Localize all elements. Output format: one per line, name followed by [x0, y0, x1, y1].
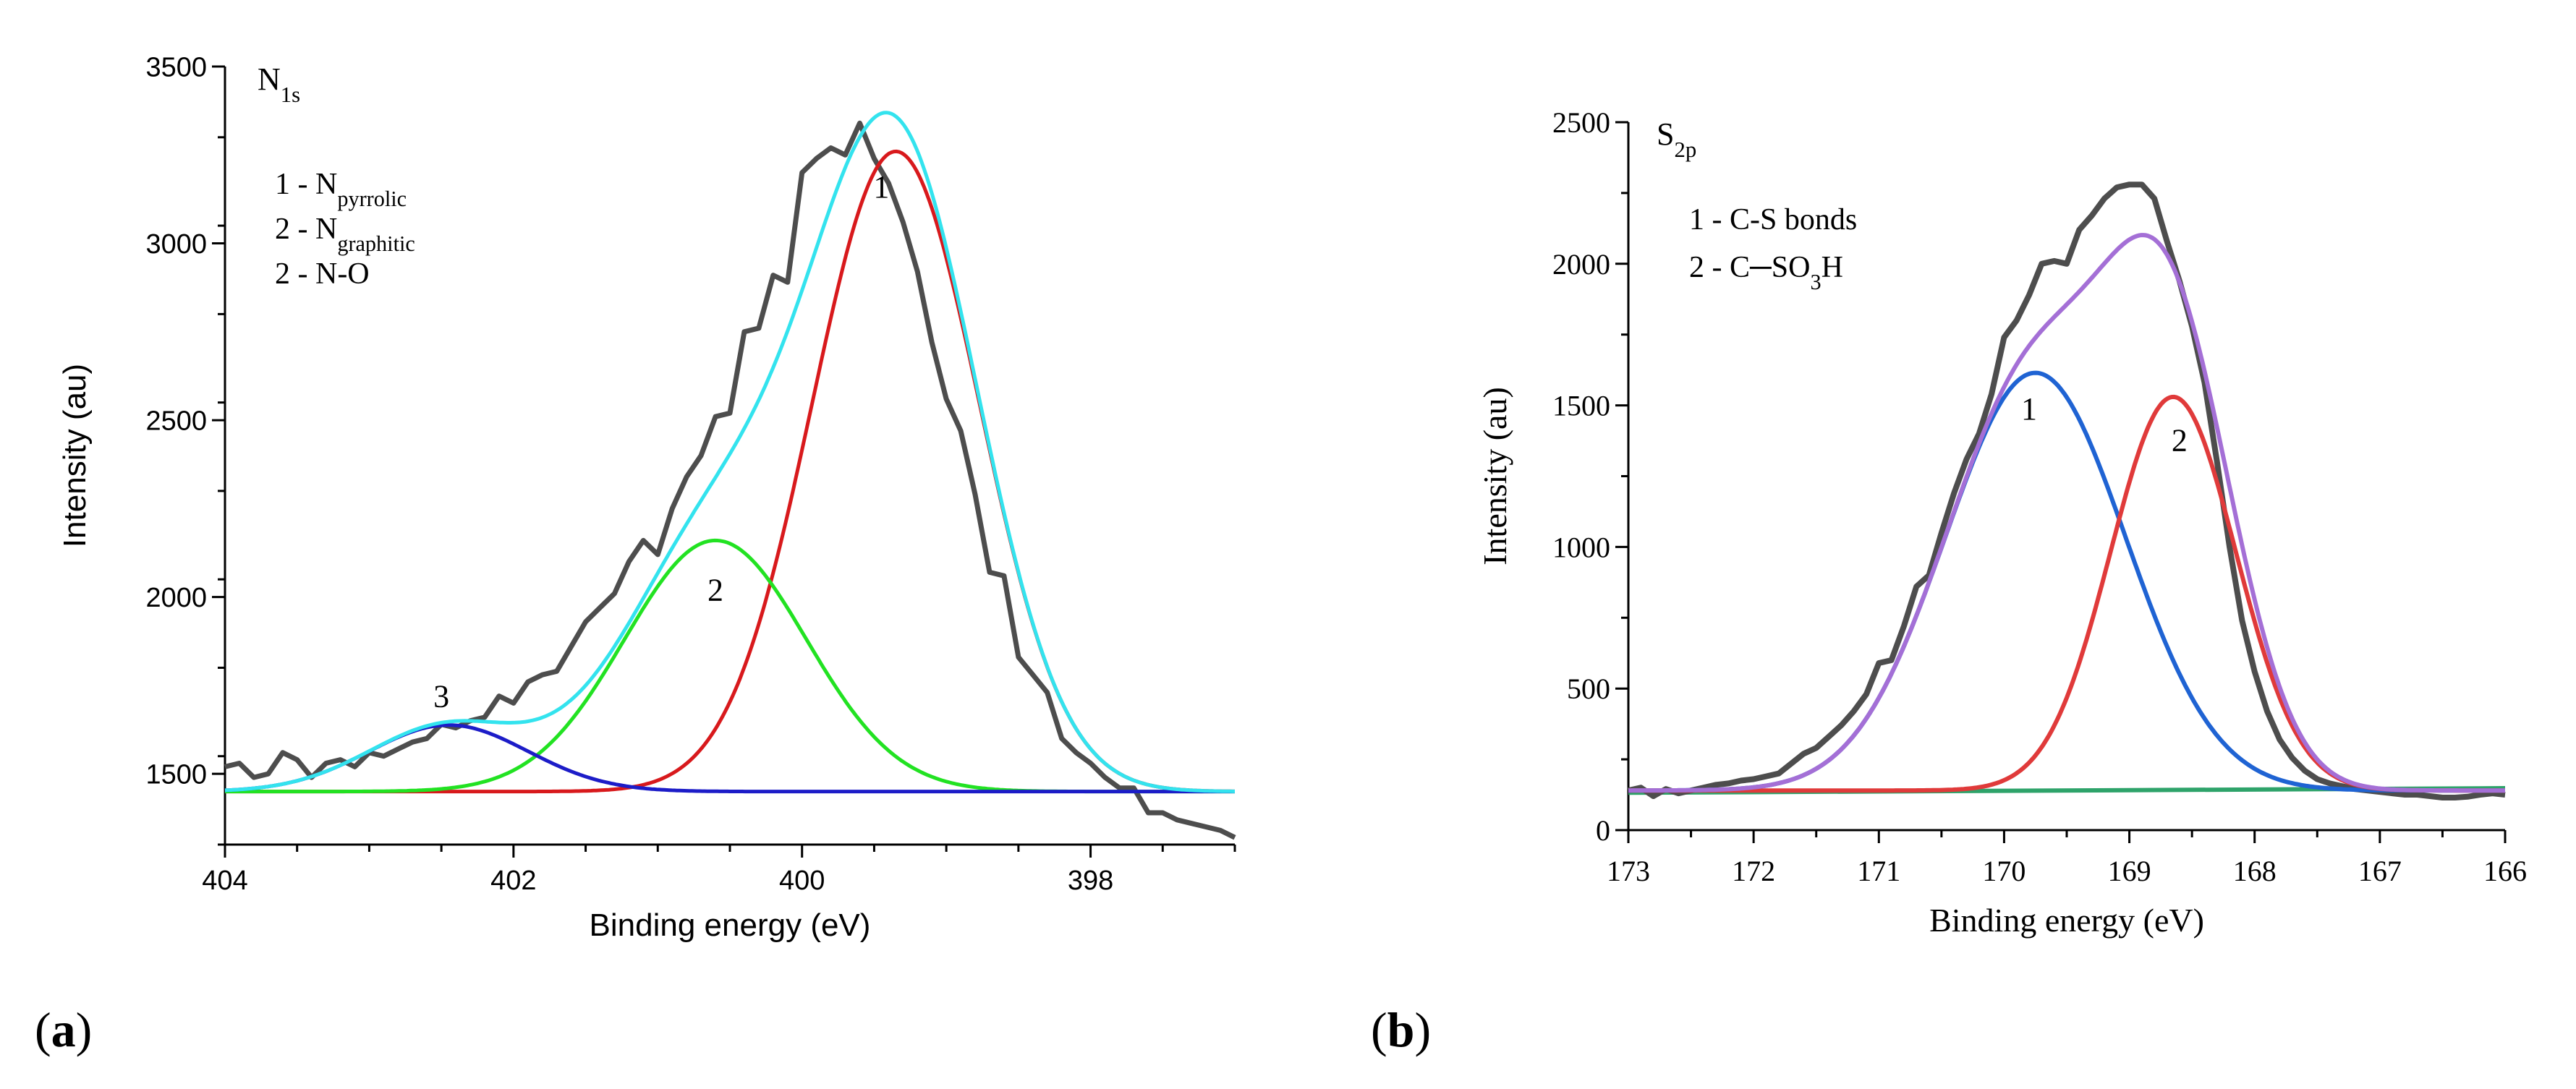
y-tick-label: 500	[1567, 672, 1610, 705]
x-tick-label: 169	[2108, 855, 2151, 887]
x-tick-label: 168	[2233, 855, 2277, 887]
peak-label-1: 1	[2021, 391, 2037, 427]
x-tick-label: 167	[2358, 855, 2402, 887]
panel-label-a-letter: a	[51, 1002, 76, 1057]
chart-s2p: 173 172 171 170 169 168 167 166 0 500 1000 1500 2000…	[1476, 106, 2527, 939]
y-tick-label: 2500	[1552, 106, 1610, 139]
y-tick-label: 3500	[145, 52, 207, 82]
chart-title: S2p	[1657, 116, 1696, 162]
y-axis-label: Intensity (au)	[1476, 387, 1513, 565]
x-tick-label: 170	[1982, 855, 2025, 887]
legend-entry: 2 - N-O	[275, 257, 370, 291]
x-tick-label: 400	[779, 866, 825, 896]
y-tick-label: 2500	[145, 406, 207, 436]
panel-label-a: (a)	[35, 1002, 93, 1057]
legend-entry: 2 - Ngraphitic	[275, 213, 415, 256]
x-axis-label: Binding energy (eV)	[590, 908, 871, 943]
x-tick-label: 404	[202, 866, 247, 896]
panel-label-b-letter: b	[1387, 1002, 1415, 1057]
y-tick-label: 3000	[145, 229, 207, 260]
y-tick-label: 2000	[145, 583, 207, 613]
y-axis-label: Intensity (au)	[57, 364, 93, 547]
panel-label-b: (b)	[1371, 1002, 1432, 1057]
envelope-fit-curve	[1628, 233, 2505, 793]
y-tick-label: 1500	[145, 759, 207, 790]
peak-label-1: 1	[873, 169, 889, 205]
y-tick-label: 2000	[1552, 248, 1610, 281]
peak-label-2: 2	[2172, 422, 2188, 458]
x-tick-label: 398	[1068, 866, 1113, 896]
chart-title: N1s	[258, 61, 300, 107]
x-tick-label: 173	[1607, 855, 1650, 887]
raw-data-line	[224, 120, 1236, 840]
x-tick-label: 171	[1857, 855, 1900, 887]
x-tick-label: 402	[490, 866, 536, 896]
legend-entry: 2 - C─SO3H	[1689, 251, 1843, 294]
chart-n1s: 404 402 400 398 1500 2000 2500 3000 3500 Binding …	[57, 52, 1236, 943]
x-tick-label: 166	[2483, 855, 2527, 887]
peak-label-3: 3	[433, 678, 449, 714]
envelope-fit-curve	[224, 111, 1235, 793]
y-tick-label: 0	[1596, 814, 1610, 847]
peak-label-2: 2	[707, 573, 723, 608]
x-tick-label: 172	[1732, 855, 1775, 887]
x-axis-label: Binding energy (eV)	[1929, 902, 2204, 939]
y-tick-label: 1000	[1552, 531, 1610, 563]
y-tick-label: 1500	[1552, 390, 1610, 422]
legend-entry: 1 - Npyrrolic	[275, 168, 407, 211]
legend-entry: 1 - C-S bonds	[1689, 203, 1857, 236]
